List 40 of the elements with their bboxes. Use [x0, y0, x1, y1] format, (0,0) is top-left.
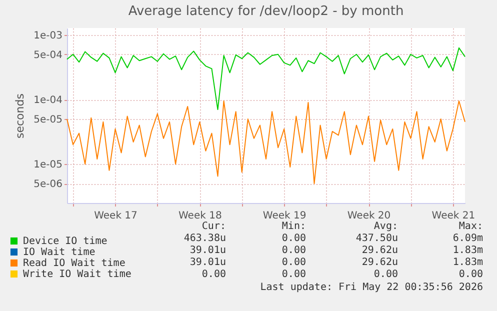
text: 29.62u	[362, 245, 398, 256]
x-tick-label: Week 21	[432, 210, 476, 222]
line-series	[66, 100, 466, 184]
text: 437.50u	[356, 233, 398, 244]
legend-label: Device IO time	[23, 236, 108, 247]
y-tick-label: 1e-03	[34, 30, 62, 42]
x-tick-label: Week 19	[262, 210, 306, 222]
text: 0.00	[374, 269, 398, 280]
y-tick-label: 1e-04	[34, 95, 62, 106]
x-tick-label: Week 20	[347, 210, 391, 222]
text: 0.00	[202, 269, 226, 280]
legend-label: IO Wait time	[23, 247, 96, 258]
legend-label: Write IO Wait time	[23, 269, 132, 280]
text: 0.00	[282, 233, 306, 244]
text: Max:	[458, 221, 483, 232]
text: Avg:	[374, 221, 398, 232]
y-tick-label: 1e-05	[34, 160, 62, 171]
text: 39.01u	[190, 257, 226, 268]
text: 39.01u	[190, 245, 226, 256]
text: 6.09m	[452, 233, 483, 244]
x-tick-label: Week 18	[178, 210, 222, 222]
x-tick-label: Week 17	[94, 210, 138, 222]
chart-title: Average latency for /dev/loop2 - by month	[128, 4, 404, 19]
text: 0.00	[458, 269, 483, 280]
text: 0.00	[282, 257, 306, 268]
text: 0.00	[282, 269, 306, 280]
y-tick-label: 5e-05	[34, 114, 62, 126]
text: 1.83m	[452, 257, 483, 268]
text: Min:	[282, 221, 306, 232]
y-tick-label: 5e-04	[34, 50, 62, 61]
text: Cur:	[202, 221, 226, 232]
y-axis-title: seconds	[14, 93, 27, 138]
y-tick-label: 5e-06	[34, 179, 62, 190]
legend-label: Read IO Wait time	[23, 258, 126, 269]
line-series	[66, 47, 466, 110]
text: Last update: Fri May 22 00:35:56 2026	[260, 282, 483, 293]
text: 463.38u	[184, 233, 226, 244]
text: 1.83m	[452, 245, 483, 256]
text: 29.62u	[362, 257, 398, 268]
text: 0.00	[282, 245, 306, 256]
